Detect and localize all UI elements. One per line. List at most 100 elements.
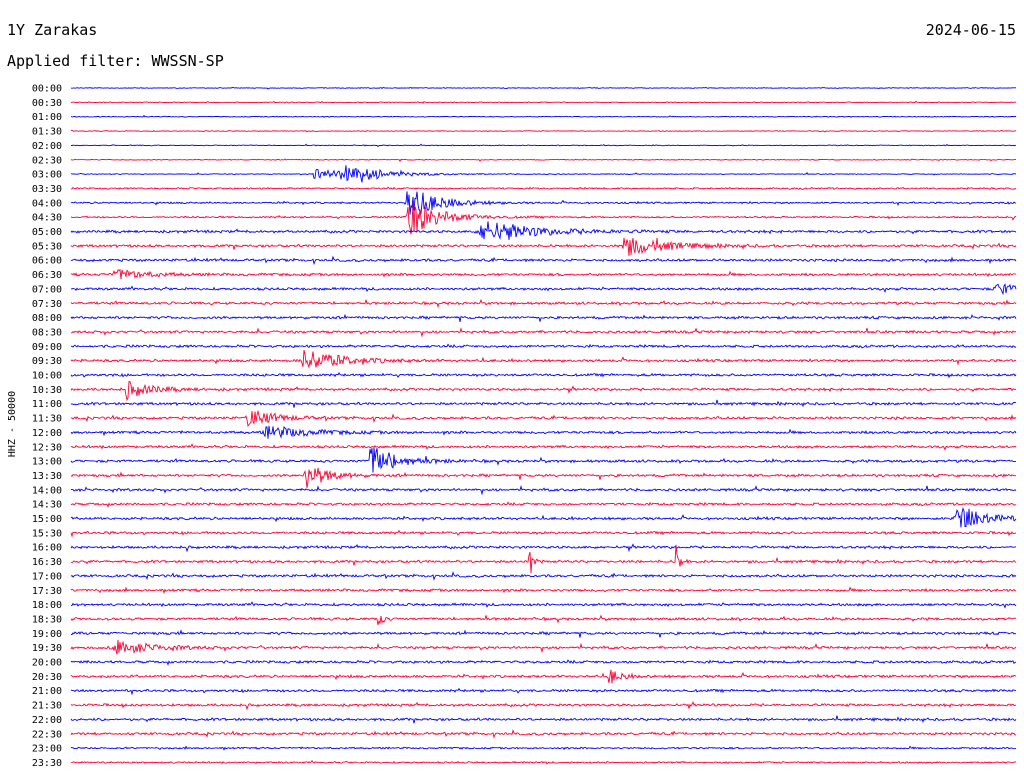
- trace-row: [70, 283, 1017, 296]
- trace-group: 00:00 00:30 01:00 01:30 02:00 02:30 03:00 03:30…: [32, 84, 1017, 769]
- trace-row: [70, 237, 1017, 257]
- trace-row: [70, 543, 1017, 553]
- row-time-label: 03:30: [32, 184, 62, 195]
- row-time-label: 02:00: [32, 141, 62, 152]
- trace-row: [70, 507, 1017, 528]
- row-time-label: 21:00: [32, 686, 62, 697]
- trace-row: [70, 221, 1017, 240]
- trace-row: [70, 729, 1017, 739]
- row-time-label: 13:00: [32, 457, 62, 468]
- row-time-label: 08:00: [32, 313, 62, 324]
- row-time-label: 06:30: [32, 270, 62, 281]
- row-time-label: 04:30: [32, 213, 62, 224]
- trace-row: [71, 143, 1017, 148]
- trace-row: [70, 745, 1017, 751]
- row-time-label: 13:30: [32, 471, 62, 482]
- trace-row: [70, 371, 1017, 379]
- trace-row: [70, 399, 1016, 408]
- row-time-label: 12:00: [32, 428, 62, 439]
- row-time-label: 02:30: [32, 155, 62, 166]
- trace-row: [70, 409, 1017, 428]
- date-label: 2024-06-15: [926, 21, 1016, 39]
- trace-row: [70, 327, 1017, 338]
- row-time-label: 18:30: [32, 614, 62, 625]
- trace-row: [70, 659, 1017, 666]
- row-time-label: 09:00: [32, 342, 62, 353]
- row-time-label: 12:30: [32, 442, 62, 453]
- row-time-label: 17:00: [32, 571, 62, 582]
- trace-row: [70, 501, 1017, 509]
- trace-row: [70, 669, 1017, 684]
- row-time-label: 00:00: [32, 84, 62, 95]
- trace-row: [70, 529, 1017, 538]
- row-time-label: 19:00: [32, 629, 62, 640]
- trace-row: [70, 485, 1017, 496]
- row-time-label: 16:00: [32, 543, 62, 554]
- row-time-label: 03:00: [32, 170, 62, 181]
- trace-row: [70, 467, 1017, 488]
- trace-row: [71, 544, 1017, 574]
- row-time-label: 04:00: [32, 198, 62, 209]
- trace-row: [70, 186, 1017, 191]
- row-time-label: 00:30: [32, 98, 62, 109]
- trace-row: [70, 425, 1017, 439]
- row-time-label: 10:00: [32, 371, 62, 382]
- row-time-label: 14:00: [32, 485, 62, 496]
- row-time-label: 17:30: [32, 586, 62, 597]
- row-time-label: 20:30: [32, 672, 62, 683]
- y-axis-label: HHZ - 50000: [7, 391, 18, 457]
- row-time-label: 08:30: [32, 327, 62, 338]
- trace-row: [70, 715, 1017, 724]
- row-time-label: 15:00: [32, 514, 62, 525]
- row-time-label: 18:00: [32, 600, 62, 611]
- filter-label: Applied filter: WWSSN-SP: [7, 52, 224, 70]
- trace-row: [70, 443, 1017, 451]
- row-time-label: 10:30: [32, 385, 62, 396]
- trace-row: [70, 586, 1017, 595]
- trace-row: [70, 100, 1017, 105]
- trace-row: [70, 760, 1017, 765]
- trace-row: [71, 601, 1017, 609]
- row-time-label: 09:30: [32, 356, 62, 367]
- trace-row: [70, 701, 1017, 711]
- trace-row: [70, 129, 1017, 133]
- station-title: 1Y Zarakas: [7, 21, 97, 39]
- row-time-label: 01:00: [32, 112, 62, 123]
- row-time-label: 23:00: [32, 744, 62, 755]
- trace-row: [70, 629, 1017, 638]
- trace-row: [70, 255, 1017, 266]
- row-time-label: 05:00: [32, 227, 62, 238]
- trace-row: [70, 614, 1017, 626]
- trace-row: [70, 313, 1017, 322]
- row-time-label: 16:30: [32, 557, 62, 568]
- trace-row: [70, 86, 1017, 90]
- row-time-label: 14:30: [32, 500, 62, 511]
- trace-row: [70, 380, 1017, 402]
- trace-row: [70, 202, 1017, 235]
- trace-row: [71, 165, 1017, 183]
- row-time-label: 11:30: [32, 414, 62, 425]
- row-time-label: 07:30: [32, 299, 62, 310]
- row-time-label: 05:30: [32, 241, 62, 252]
- trace-row: [70, 687, 1017, 696]
- row-time-label: 20:00: [32, 658, 62, 669]
- row-time-label: 19:30: [32, 643, 62, 654]
- row-time-label: 06:00: [32, 256, 62, 267]
- trace-row: [70, 191, 1017, 215]
- trace-row: [70, 269, 1017, 280]
- trace-row: [70, 349, 1017, 369]
- trace-row: [70, 571, 1017, 581]
- row-time-label: 23:30: [32, 758, 62, 769]
- trace-row: [70, 114, 1017, 118]
- row-time-label: 15:30: [32, 528, 62, 539]
- trace-row: [70, 298, 1017, 308]
- row-time-label: 22:00: [32, 715, 62, 726]
- row-time-label: 07:00: [32, 284, 62, 295]
- trace-row: [70, 639, 1017, 655]
- row-time-label: 21:30: [32, 701, 62, 712]
- trace-row: [70, 158, 1017, 163]
- trace-row: [70, 447, 1016, 473]
- row-time-label: 01:30: [32, 127, 62, 138]
- row-time-label: 22:30: [32, 729, 62, 740]
